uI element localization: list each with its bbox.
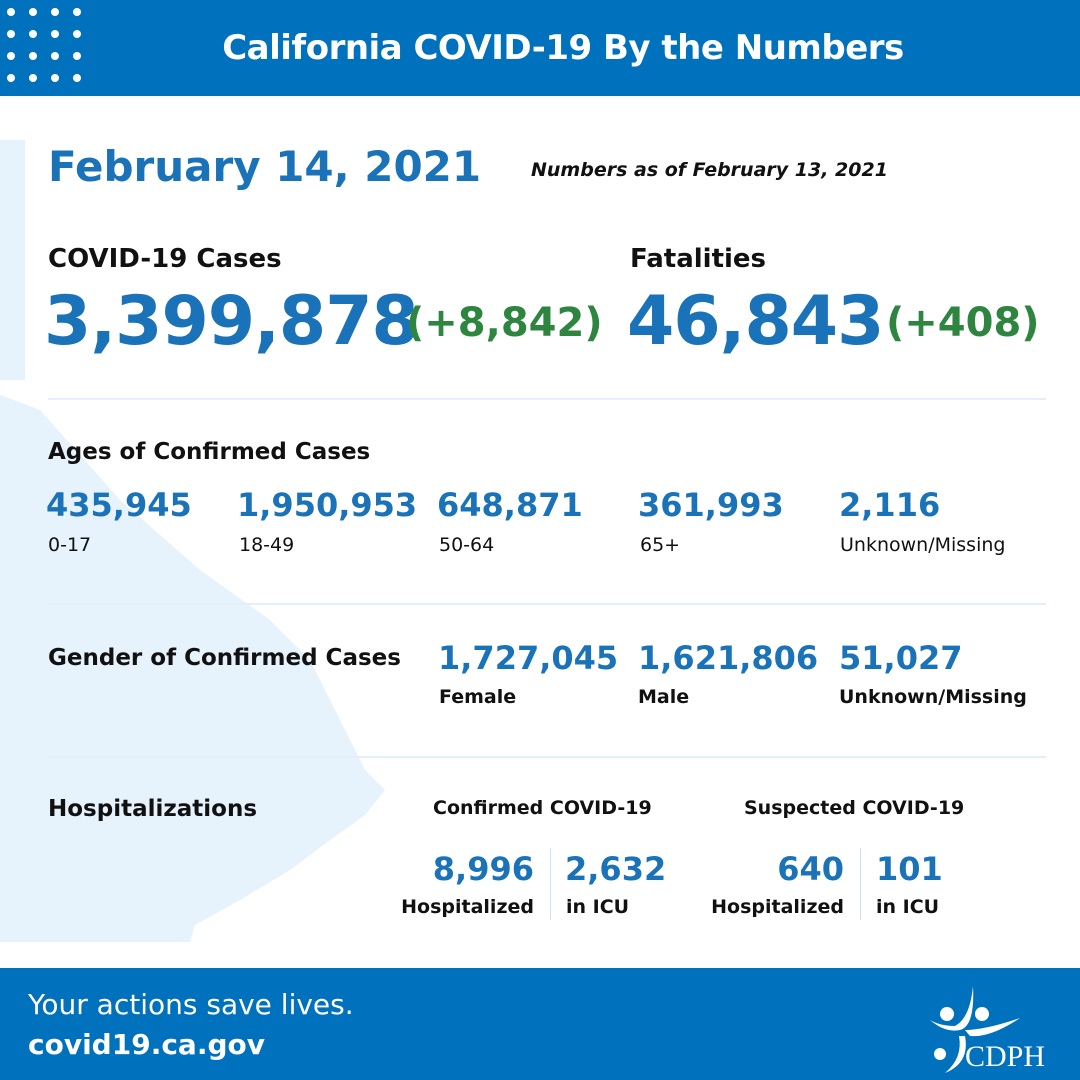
confirmed-title: Confirmed COVID-19	[433, 797, 652, 819]
age-label: Unknown/Missing	[840, 534, 1006, 556]
confirmed-icu-label: in ICU	[566, 896, 630, 918]
report-date: February 14, 2021	[48, 142, 482, 191]
age-value: 648,871	[437, 486, 583, 524]
cdph-logo: CDPH	[930, 986, 1045, 1073]
age-label: 0-17	[48, 534, 92, 556]
divider	[48, 756, 1046, 758]
gender-value: 1,621,806	[638, 639, 819, 677]
age-label: 18-49	[239, 534, 295, 556]
gender-title: Gender of Confirmed Cases	[48, 645, 401, 671]
fatalities-change: (+408)	[886, 300, 1040, 346]
cdph-logo-text: CDPH	[965, 1040, 1045, 1073]
footer-url[interactable]: covid19.ca.gov	[28, 1028, 265, 1061]
gender-value: 51,027	[839, 639, 963, 677]
confirmed-hosp-value: 8,996	[432, 850, 534, 888]
fatalities-value: 46,843	[627, 282, 884, 361]
ages-title: Ages of Confirmed Cases	[48, 439, 371, 465]
age-label: 65+	[640, 534, 681, 556]
fatalities-label: Fatalities	[630, 244, 767, 274]
gender-value: 1,727,045	[438, 639, 619, 677]
divider	[48, 603, 1046, 605]
confirmed-hosp-label: Hospitalized	[401, 896, 534, 918]
footer-tagline: Your actions save lives.	[28, 988, 354, 1021]
cases-label: COVID-19 Cases	[48, 244, 282, 274]
gender-label: Female	[439, 686, 517, 708]
gender-label: Male	[638, 686, 690, 708]
age-value: 435,945	[46, 486, 192, 524]
age-value: 1,950,953	[237, 486, 418, 524]
footer-banner: Your actions save lives. covid19.ca.gov …	[0, 968, 1080, 1080]
suspected-hosp-value: 640	[777, 850, 844, 888]
hosp-title: Hospitalizations	[48, 796, 258, 822]
cases-change: (+8,842)	[406, 300, 603, 346]
age-value: 361,993	[638, 486, 784, 524]
gender-label: Unknown/Missing	[839, 686, 1027, 708]
divider	[550, 848, 551, 920]
confirmed-icu-value: 2,632	[565, 850, 667, 888]
suspected-hosp-label: Hospitalized	[711, 896, 844, 918]
header-banner: California COVID-19 By the Numbers	[0, 0, 1080, 96]
cases-value: 3,399,878	[44, 282, 419, 361]
suspected-icu-label: in ICU	[876, 896, 940, 918]
age-label: 50-64	[439, 534, 495, 556]
as-of-date: Numbers as of February 13, 2021	[531, 159, 888, 181]
divider	[48, 398, 1046, 400]
divider	[860, 848, 861, 920]
suspected-title: Suspected COVID-19	[744, 797, 965, 819]
page-title: California COVID-19 By the Numbers	[222, 28, 904, 68]
suspected-icu-value: 101	[876, 850, 943, 888]
age-value: 2,116	[839, 486, 941, 524]
